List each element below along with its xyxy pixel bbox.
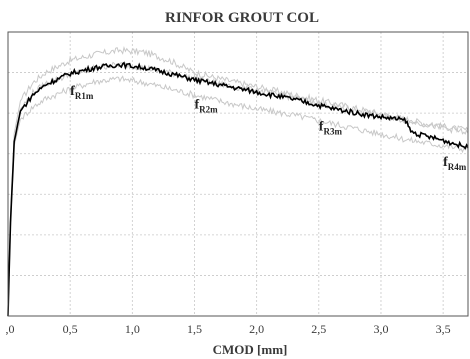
plot-frame [7, 31, 469, 317]
x-tick-label: 0,5 [63, 322, 78, 336]
x-axis-label: CMOD [mm] [213, 342, 288, 357]
x-tick-label: 3,0 [373, 322, 388, 336]
x-tick-label: 2,5 [311, 322, 326, 336]
annotation-label: fR2m [194, 97, 218, 114]
grid-lines [8, 32, 468, 316]
series-group [7, 45, 469, 317]
x-tick-label: 1,0 [125, 322, 140, 336]
annotation-label: fR4m [443, 155, 467, 172]
chart-title: RINFOR GROUT COL [165, 10, 319, 26]
mean-curve [7, 61, 469, 317]
annotation-subscript: R3m [323, 127, 342, 137]
annotation-subscript: R4m [448, 162, 467, 172]
x-tick-label: ,0 [6, 322, 15, 336]
x-tick-label: 2,0 [249, 322, 264, 336]
specimen-curve [7, 45, 469, 317]
x-tick-label: 3,5 [436, 322, 451, 336]
annotation-subscript: R2m [199, 104, 218, 114]
specimen-curve [7, 61, 469, 317]
x-tick-label: 1,5 [187, 322, 202, 336]
annotation-subscript: R1m [75, 91, 94, 101]
specimen-curve [7, 75, 469, 317]
x-tick-labels: ,0 0,5 1,0 1,5 2,0 2,5 3,0 3,5 [6, 322, 451, 336]
